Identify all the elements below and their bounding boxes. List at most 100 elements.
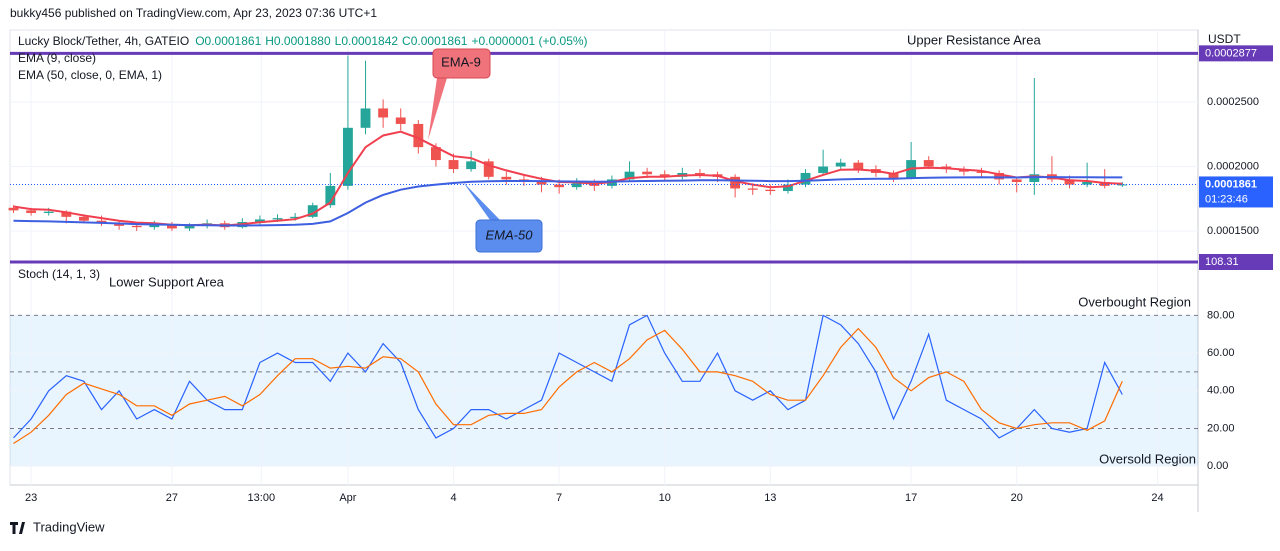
- callout-pointer: [428, 78, 447, 140]
- candle-body: [8, 207, 19, 211]
- candle-body: [26, 210, 37, 213]
- countdown: 01:23:46: [1205, 193, 1248, 205]
- x-tick-label: Apr: [339, 492, 356, 504]
- x-tick-label: 4: [450, 492, 456, 504]
- ohlc-high: H0.0001880: [265, 34, 331, 48]
- legend-ema9: EMA (9, close): [18, 51, 96, 65]
- x-tick-label: 10: [659, 492, 671, 504]
- candle-body: [888, 172, 899, 179]
- candle-body: [342, 127, 353, 186]
- ohlc-open: O0.0001861: [195, 34, 261, 48]
- x-tick-label: 13:00: [248, 492, 276, 504]
- candle-body: [571, 183, 582, 188]
- candle-body: [131, 225, 142, 228]
- callout-ema9: [432, 48, 491, 79]
- line-series: [13, 327, 1123, 445]
- candle-body: [818, 166, 829, 173]
- candle-body: [166, 224, 177, 229]
- x-tick-label: 27: [166, 492, 178, 504]
- stoch-title: Stoch (14, 1, 3): [18, 267, 100, 281]
- annotation-ema9: EMA-9: [441, 54, 481, 69]
- level-label-bg: [1199, 254, 1273, 270]
- candle-body: [114, 223, 125, 226]
- level-label-bg: [1199, 45, 1273, 62]
- y-tick-label: 60.00: [1207, 347, 1235, 359]
- annotation-oversold: Oversold Region: [1099, 451, 1196, 466]
- legend-ema50: EMA (50, close, 0, EMA, 1): [18, 68, 162, 82]
- candle-body: [694, 172, 705, 175]
- candle-body: [43, 211, 54, 213]
- level-label: 0.0002877: [1205, 47, 1257, 59]
- candle-body: [1082, 182, 1093, 185]
- candle-body: [659, 174, 670, 177]
- annotation-resistance: Upper Resistance Area: [907, 32, 1041, 47]
- legend-symbol: Lucky Block/Tether, 4h, GATEIO O0.0001861…: [18, 34, 588, 48]
- candle-body: [730, 176, 741, 189]
- candle-body: [378, 108, 389, 118]
- candle-body: [994, 172, 1005, 180]
- x-tick-label: 24: [1151, 492, 1163, 504]
- y-tick-label: 80.00: [1207, 309, 1235, 321]
- candle-body: [184, 225, 195, 229]
- x-tick-label: 13: [764, 492, 776, 504]
- annotation-support: Lower Support Area: [109, 274, 225, 289]
- candle-body: [360, 108, 371, 128]
- candle-body: [395, 117, 406, 124]
- candle-body: [536, 182, 547, 185]
- candle-body: [1064, 179, 1075, 185]
- candle-body: [1011, 179, 1022, 182]
- ohlc-change: +0.0000001 (+0.05%): [471, 34, 587, 48]
- plot-frame: [9, 29, 1199, 486]
- candle-body: [61, 211, 72, 217]
- candle-body: [466, 161, 477, 170]
- ohlc-low: L0.0001842: [335, 34, 399, 48]
- y-tick-label: 0.0002500: [1207, 96, 1259, 108]
- x-tick-label: 17: [905, 492, 917, 504]
- line-series: [13, 176, 1123, 227]
- y-tick-label: 20.00: [1207, 422, 1235, 434]
- level-label: 108.31: [1205, 256, 1239, 268]
- price-unit: USDT: [1208, 32, 1241, 46]
- line-series: [13, 314, 1123, 439]
- candle-body: [800, 172, 811, 185]
- candle-body: [290, 216, 301, 219]
- candle-body: [78, 216, 89, 221]
- candle-body: [501, 176, 512, 180]
- y-tick-label: 0.0001500: [1207, 225, 1259, 237]
- candle-body: [307, 205, 318, 217]
- brand: TradingView: [33, 519, 105, 534]
- candle-body: [782, 184, 793, 192]
- candle-body: [923, 160, 934, 167]
- brand-logo: [10, 522, 25, 534]
- annotation-ema50: EMA-50: [486, 227, 534, 242]
- y-tick-label: 0.0002000: [1207, 160, 1259, 172]
- candle-body: [642, 171, 653, 175]
- ohlc-close: C0.0001861: [402, 34, 468, 48]
- candle-body: [413, 123, 424, 148]
- candle-body: [835, 162, 846, 167]
- candle-body: [325, 185, 336, 206]
- annotation-overbought: Overbought Region: [1078, 294, 1191, 309]
- last-price-label: 0.0001861: [1205, 178, 1257, 190]
- candle-body: [853, 162, 864, 170]
- candle-body: [483, 161, 494, 177]
- candle-body: [976, 171, 987, 173]
- callout-ema50: [475, 219, 543, 253]
- candle-body: [554, 184, 565, 188]
- x-tick-label: 7: [556, 492, 562, 504]
- last-price-bg: [1199, 176, 1273, 208]
- y-tick-label: 40.00: [1207, 385, 1235, 397]
- published-line: bukky456 published on TradingView.com, A…: [10, 6, 377, 20]
- x-tick-label: 20: [1011, 492, 1023, 504]
- x-tick-label: 23: [25, 492, 37, 504]
- candle-body: [747, 188, 758, 190]
- y-tick-label: 0.00: [1207, 460, 1228, 472]
- candle-body: [430, 147, 441, 161]
- candle-body: [254, 219, 265, 222]
- candle-body: [765, 189, 776, 192]
- candle-body: [624, 171, 635, 180]
- candle-body: [272, 218, 283, 220]
- candle-body: [1029, 174, 1040, 182]
- candle-body: [448, 160, 459, 170]
